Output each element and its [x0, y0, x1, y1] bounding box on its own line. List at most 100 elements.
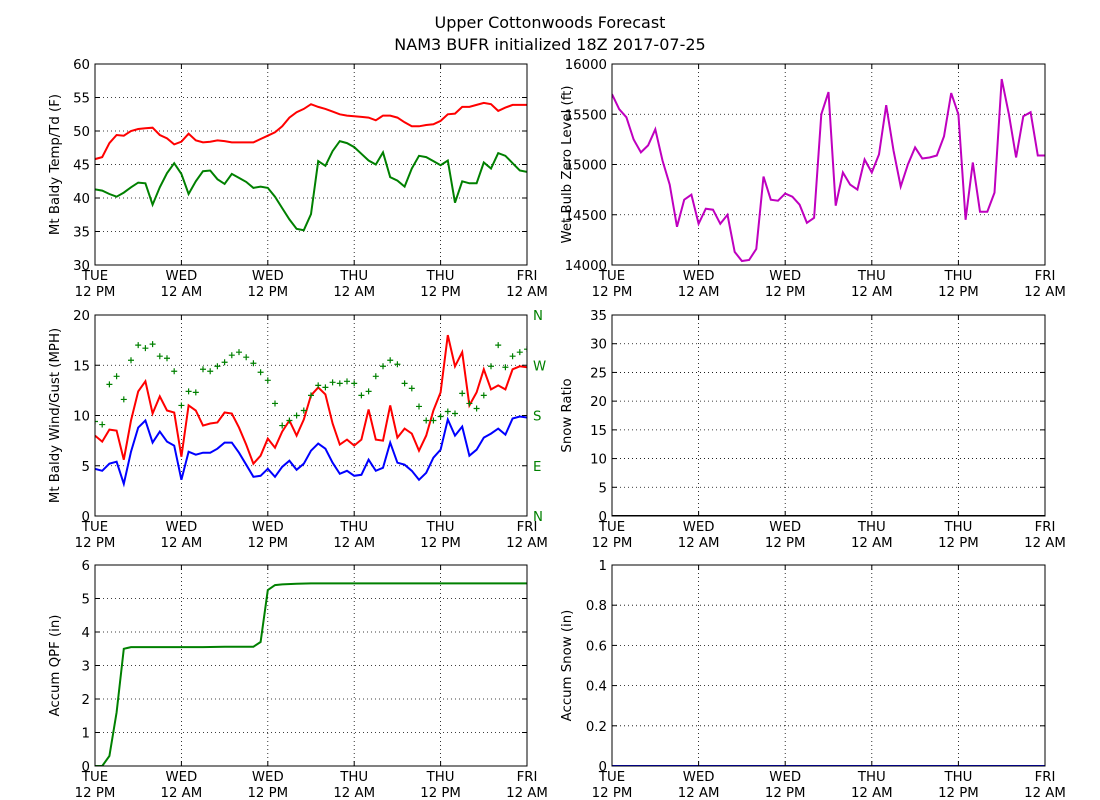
wind-direction-marker [221, 359, 228, 366]
wind-direction-marker [99, 421, 106, 428]
y-tick-label: 35 [73, 226, 90, 241]
y-tick-label: 50 [73, 125, 90, 140]
y-axis-label: Accum Snow (in) [560, 610, 575, 722]
wind-direction-marker [336, 380, 343, 387]
x-tick-label-day: TUE [598, 770, 625, 785]
x-tick-label-time: 12 AM [333, 786, 375, 800]
x-tick-label-day: THU [426, 770, 455, 785]
plot-area [95, 101, 527, 232]
wind-direction-marker [444, 408, 451, 415]
x-tick-label-time: 12 AM [161, 786, 203, 800]
direction-tick-label: S [533, 410, 541, 425]
x-tick-label-time: 12 PM [592, 786, 633, 800]
x-tick-label-time: 12 AM [851, 536, 893, 551]
y-tick-label: 0.8 [586, 599, 607, 614]
x-tick-label-time: 12 AM [161, 536, 203, 551]
y-tick-label: 0.2 [586, 720, 607, 735]
wind-direction-marker [315, 382, 322, 389]
x-tick-label-day: WED [252, 520, 284, 535]
x-tick-label-time: 12 PM [765, 786, 806, 800]
wind-direction-marker [495, 342, 502, 349]
x-tick-label-day: FRI [1035, 520, 1056, 535]
wind-direction-marker [365, 388, 372, 395]
wind-direction-marker [416, 403, 422, 410]
wind-direction-marker [171, 368, 178, 375]
wind-direction-marker [300, 407, 307, 414]
x-tick-label-day: FRI [517, 520, 538, 535]
wind-direction-marker [243, 354, 250, 361]
wind-direction-marker [293, 412, 300, 419]
x-tick-label-time: 12 AM [1024, 786, 1066, 800]
x-tick-label-day: THU [857, 520, 886, 535]
x-tick-label-day: TUE [81, 520, 108, 535]
chart-subtitle: NAM3 BUFR initialized 18Z 2017-07-25 [394, 35, 706, 54]
wind-direction-marker [459, 390, 466, 397]
x-tick-label-day: THU [943, 520, 972, 535]
x-tick-label-time: 12 AM [506, 285, 548, 300]
x-tick-label-time: 12 AM [678, 285, 720, 300]
x-tick-label-time: 12 AM [333, 285, 375, 300]
y-axis-label: Mt Baldy Temp/Td (F) [48, 94, 63, 235]
wind-direction-marker [502, 364, 509, 371]
x-tick-label-day: TUE [81, 269, 108, 284]
x-tick-label-day: WED [683, 520, 715, 535]
wind-direction-marker [192, 389, 199, 396]
x-tick-label-day: THU [943, 770, 972, 785]
y-tick-label: 1 [82, 727, 90, 742]
x-tick-label-time: 12 PM [420, 536, 461, 551]
wind-direction-marker [120, 396, 127, 403]
x-tick-label-time: 12 AM [506, 786, 548, 800]
wind-direction-marker [214, 363, 221, 370]
wind-direction-marker [128, 357, 134, 364]
y-tick-label: 16000 [565, 58, 607, 73]
x-tick-label-day: THU [339, 269, 368, 284]
y-axis-label: Accum QPF (in) [48, 615, 63, 717]
series-line-1 [95, 582, 527, 766]
x-tick-label-time: 12 AM [333, 536, 375, 551]
y-tick-label: 0.4 [586, 680, 607, 695]
wind-direction-marker [380, 363, 386, 370]
wind-direction-marker [106, 381, 113, 388]
wind-direction-marker [279, 422, 286, 429]
wind-direction-marker [466, 400, 473, 407]
x-tick-label-time: 12 PM [75, 536, 116, 551]
y-axis-label: Wet Bulb Zero Level (ft) [560, 85, 575, 243]
series-line-2 [95, 415, 527, 488]
wind-direction-marker [516, 349, 523, 356]
direction-tick-label: E [533, 460, 541, 475]
wind-direction-marker [236, 349, 242, 356]
x-tick-label-day: THU [857, 770, 886, 785]
x-tick-label-time: 12 PM [247, 285, 288, 300]
y-tick-label: 35 [590, 309, 607, 324]
plot-area [612, 78, 1045, 263]
x-tick-label-day: THU [426, 269, 455, 284]
y-tick-label: 55 [73, 92, 90, 107]
y-tick-label: 5 [82, 460, 90, 475]
x-tick-label-time: 12 PM [592, 536, 633, 551]
wind-direction-marker [480, 392, 487, 399]
wind-direction-marker [408, 385, 415, 392]
wind-direction-marker [394, 361, 401, 368]
y-tick-label: 4 [82, 626, 90, 641]
wind-direction-marker [401, 380, 408, 387]
x-tick-label-time: 12 AM [1024, 536, 1066, 551]
y-axis-label: Mt Baldy Wind/Gust (MPH) [48, 328, 63, 503]
y-tick-label: 15500 [565, 108, 607, 123]
wind-direction-marker [156, 353, 163, 360]
wind-direction-marker [286, 417, 293, 424]
x-tick-label-time: 12 PM [938, 786, 979, 800]
x-tick-label-day: FRI [1035, 269, 1056, 284]
y-tick-label: 14500 [565, 209, 607, 224]
wind-direction-marker [149, 341, 156, 348]
plot-area [95, 582, 527, 766]
x-tick-label-day: WED [769, 770, 801, 785]
wind-direction-marker [228, 352, 235, 359]
wind-direction-marker [322, 384, 329, 391]
y-tick-label: 10 [73, 410, 90, 425]
x-tick-label-day: WED [166, 520, 198, 535]
x-tick-label-day: FRI [1035, 770, 1056, 785]
y-tick-label: 0 [599, 510, 607, 525]
